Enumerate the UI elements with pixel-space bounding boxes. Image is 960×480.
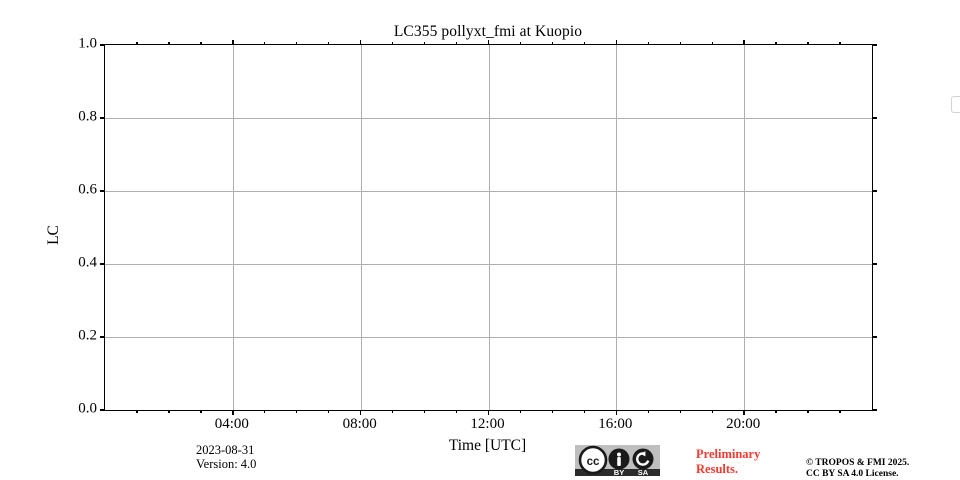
y-tick-mark [100, 263, 105, 265]
x-tick-minor [455, 410, 458, 413]
y-tick-mark [100, 117, 105, 119]
gridline-vertical [360, 45, 362, 410]
x-tick-label: 12:00 [470, 416, 505, 432]
gridline-vertical [744, 45, 746, 410]
gridline-vertical [232, 45, 234, 410]
measurement-date: 2023-08-31 [196, 443, 255, 457]
x-tick-minor-top [519, 42, 522, 45]
y-tick-mark [100, 336, 105, 338]
x-tick-minor-top [647, 42, 649, 45]
gridline-vertical [616, 45, 618, 410]
copyright-line-2: CC BY SA 4.0 License. [806, 469, 899, 479]
x-tick-label: 16:00 [598, 416, 633, 432]
x-tick-label: 04:00 [214, 416, 249, 432]
y-axis-label: LC [44, 225, 62, 245]
x-tick-minor-top [328, 42, 330, 45]
x-tick-minor-top [296, 42, 298, 45]
x-tick-minor-top [551, 42, 554, 45]
y-tick-mark-right [872, 409, 877, 411]
y-tick-label: 0.2 [78, 327, 97, 344]
x-tick-minor-top [264, 42, 266, 45]
y-tick-mark [100, 190, 105, 192]
x-tick-minor [647, 410, 649, 413]
svg-text:BY: BY [614, 468, 624, 476]
x-tick-minor-top [807, 42, 809, 45]
y-tick-label: 0.8 [78, 108, 97, 125]
x-tick-minor-top [839, 42, 841, 45]
x-tick-minor [807, 410, 809, 413]
x-tick-mark-top [487, 40, 490, 45]
x-tick-mark [487, 410, 490, 415]
y-tick-mark-right [872, 44, 877, 46]
preliminary-line-1: Preliminary [696, 447, 761, 461]
x-tick-mark-top [232, 40, 234, 45]
y-tick-label: 0.6 [78, 181, 97, 198]
x-tick-minor [679, 410, 681, 413]
copyright-note: © TROPOS & FMI 2025. CC BY SA 4.0 Licens… [806, 458, 909, 480]
x-tick-minor [296, 410, 298, 413]
date-version-block: 2023-08-31 Version: 4.0 [196, 443, 256, 471]
x-tick-mark-top [359, 40, 362, 45]
x-tick-minor [583, 410, 586, 413]
gridline-vertical [488, 45, 490, 410]
copyright-line-1: © TROPOS & FMI 2025. [806, 458, 910, 468]
x-tick-minor [200, 410, 202, 413]
y-tick-mark-right [872, 263, 877, 265]
x-tick-minor [839, 410, 841, 413]
x-tick-mark-top [615, 40, 618, 45]
y-axis-tick-labels: 0.0 0.2 0.4 0.6 0.8 1.0 [56, 36, 97, 417]
x-tick-mark-top [743, 40, 745, 45]
svg-text:SA: SA [638, 468, 649, 476]
x-tick-minor-top [168, 42, 170, 45]
x-tick-mark [359, 410, 362, 415]
y-tick-mark [100, 44, 105, 46]
x-tick-minor [328, 410, 330, 413]
plot-area[interactable] [100, 40, 960, 415]
x-tick-minor-top [391, 42, 394, 45]
y-tick-label: 0.4 [78, 254, 97, 271]
x-tick-minor-top [711, 42, 713, 45]
x-tick-label: 20:00 [726, 416, 761, 432]
svg-text:cc: cc [587, 456, 600, 468]
x-tick-minor-top [583, 42, 586, 45]
x-axis-label: Time [UTC] [448, 437, 527, 454]
x-tick-minor-top [679, 42, 681, 45]
x-tick-minor-top [455, 42, 458, 45]
preliminary-line-2: Results. [696, 461, 739, 476]
x-tick-minor-top [775, 42, 777, 45]
gridlines [105, 45, 872, 410]
cc-badge-icon: cc BY SA [575, 445, 660, 476]
x-tick-minor [519, 410, 522, 413]
y-tick-label: 0.0 [78, 400, 97, 417]
y-tick-label: 1.0 [78, 35, 97, 52]
x-tick-minor-top [136, 42, 138, 45]
x-tick-minor [168, 410, 170, 413]
x-tick-minor [775, 410, 777, 413]
page-title: LC355 pollyxt_fmi at Kuopio [393, 23, 583, 40]
y-tick-mark [100, 409, 105, 411]
x-tick-minor [711, 410, 713, 413]
x-tick-mark [232, 410, 234, 415]
x-tick-label: 08:00 [342, 416, 377, 432]
software-version: Version: 4.0 [196, 457, 257, 471]
x-tick-minor-top [200, 42, 202, 45]
y-tick-mark-right [872, 190, 877, 192]
y-tick-mark-right [872, 336, 877, 338]
x-tick-minor [264, 410, 266, 413]
x-tick-mark [743, 410, 745, 415]
x-tick-minor [136, 410, 138, 413]
x-tick-minor-top [423, 42, 426, 45]
preliminary-results-note: Preliminary Results. [696, 447, 760, 476]
x-tick-minor [551, 410, 554, 413]
x-tick-minor [423, 410, 426, 413]
x-axis-tick-labels: 04:00 08:00 12:00 16:00 20:00 [104, 416, 871, 436]
creative-commons-license-badge[interactable]: cc BY SA [575, 445, 660, 476]
x-tick-minor [391, 410, 394, 413]
y-tick-mark-right [872, 117, 877, 119]
x-tick-mark [615, 410, 618, 415]
legend-box[interactable] [951, 96, 960, 113]
